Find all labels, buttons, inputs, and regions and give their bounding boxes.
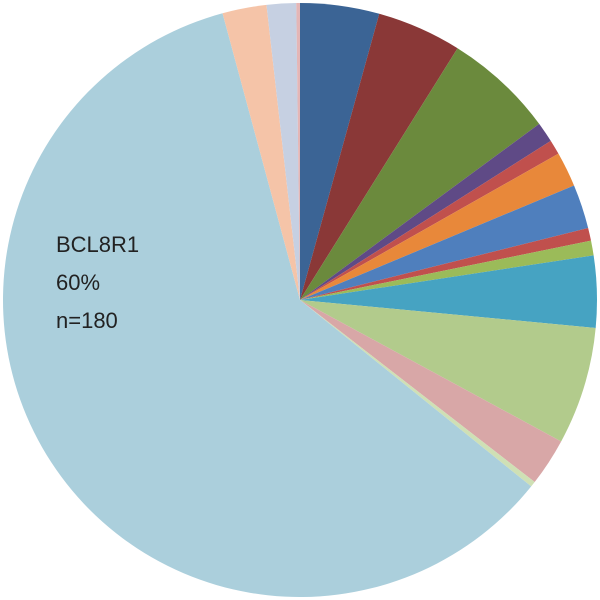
pie-slice — [300, 227, 592, 300]
pie-slice — [300, 3, 380, 300]
pie-slice — [300, 13, 458, 300]
pie-slice — [266, 3, 300, 301]
pie-slice — [2, 13, 532, 597]
pie-slice — [300, 48, 540, 300]
slice-label: BCL8R1 — [56, 232, 139, 257]
pie-slice — [300, 140, 559, 300]
pie-slice — [300, 123, 551, 300]
value-label: 60% — [56, 270, 100, 295]
pie-slice — [222, 4, 300, 301]
pie-slice — [300, 240, 594, 300]
pie-slice — [300, 300, 535, 487]
pie-slice — [296, 3, 300, 300]
count-label: n=180 — [56, 308, 118, 333]
pie-slice — [300, 300, 596, 442]
pie-slice — [300, 255, 597, 328]
pie-slice — [300, 153, 575, 300]
pie-slice — [300, 300, 562, 483]
pie-slice — [300, 185, 589, 300]
